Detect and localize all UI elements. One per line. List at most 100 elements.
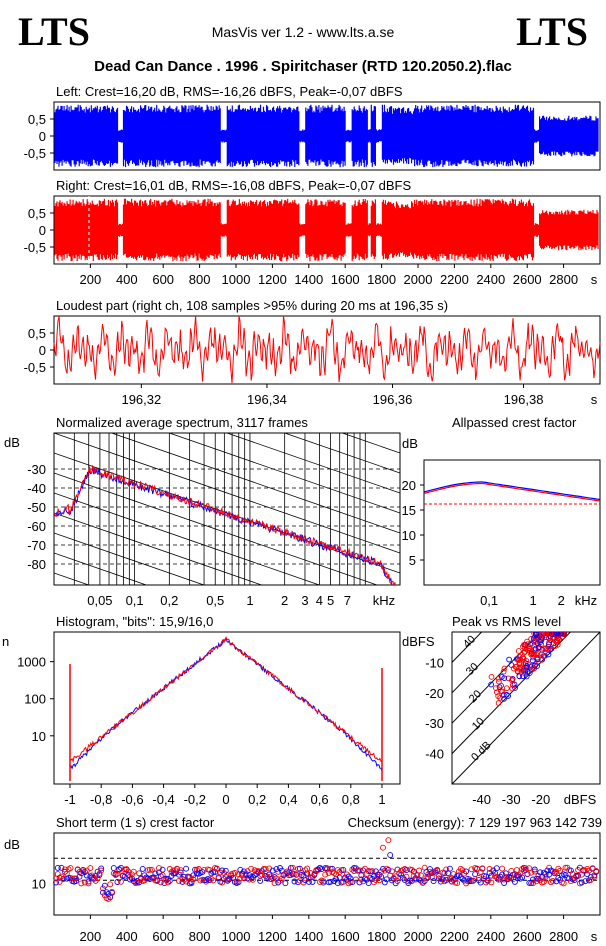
shortcrest-point (580, 867, 587, 874)
peakrms-ylabel: dBFS (402, 634, 435, 649)
shortcrest-point (156, 865, 162, 872)
peakrms-ytick-label: -30 (425, 716, 444, 731)
peakrms-diagonal (452, 632, 600, 784)
peakrms-point (496, 684, 503, 690)
shortcrest-point (101, 882, 108, 889)
peakrms-point (534, 654, 541, 661)
peakrms-diagonal (452, 632, 512, 694)
shortcrest-ylabel: dB (4, 837, 20, 852)
shortcrest-xtick-label: 2800 (549, 929, 578, 944)
shortcrest-point (575, 872, 582, 879)
peakrms-point (495, 700, 502, 706)
shortcrest-point (58, 864, 65, 871)
shortcrest-point (385, 866, 392, 873)
shortcrest-title: Short term (1 s) crest factor (56, 815, 215, 830)
shortcrest-point (53, 879, 59, 886)
shortcrest-point (98, 867, 105, 874)
shortcrest-point (381, 879, 388, 886)
spectrum-slope-line (283, 433, 400, 474)
shortcrest-point (201, 866, 208, 873)
shortcrest-point (334, 880, 341, 887)
shortcrest-point (165, 876, 171, 882)
spectrum-slope-line (54, 512, 263, 585)
shortcrest-point (376, 877, 383, 884)
spectrum-ytick-label: -60 (27, 519, 46, 534)
shortcrest-point (459, 867, 466, 874)
shortcrest-point (291, 878, 298, 885)
peakrms-ytick-label: -20 (425, 686, 444, 701)
peakrms-point (506, 656, 512, 663)
spectrum-slope-line (341, 433, 400, 454)
right-channel-xtick-label: 2600 (513, 272, 542, 287)
shortcrest-checksum: Checksum (energy): 7 129 197 963 142 739 (348, 815, 602, 830)
right-channel-xtick-label: 2200 (440, 272, 469, 287)
shortcrest-point (190, 876, 197, 883)
shortcrest-point (524, 870, 531, 877)
shortcrest-point (389, 868, 395, 875)
shortcrest-point (96, 870, 103, 877)
peakrms-point (537, 636, 544, 643)
spectrum-xtick-label: 0,5 (206, 593, 224, 608)
histogram-curve (69, 636, 383, 772)
shortcrest-xunit: s (591, 929, 598, 944)
allpassed-xtick-label: 2 (558, 593, 565, 608)
allpassed-xtick-label: 1 (530, 593, 537, 608)
shortcrest-point (390, 875, 397, 881)
peakrms-point (531, 632, 538, 637)
right-channel-ytick-label: -0,5 (24, 240, 46, 255)
right-channel-xunit: s (591, 272, 598, 287)
shortcrest-point (408, 867, 415, 873)
shortcrest-point (578, 879, 585, 886)
shortcrest-point (526, 879, 533, 886)
allpassed-frame (423, 459, 601, 586)
shortcrest-xtick-label: 2600 (513, 929, 542, 944)
shortcrest-point (109, 888, 115, 895)
peakrms-point (549, 632, 555, 637)
shortcrest-point (499, 865, 506, 872)
peakrms-point (546, 641, 552, 647)
shortcrest-point (425, 874, 432, 881)
peakrms-point (536, 644, 542, 650)
peakrms-point (493, 685, 499, 691)
shortcrest-point (340, 866, 347, 873)
shortcrest-point (495, 876, 502, 883)
shortcrest-point (269, 867, 276, 874)
loudest-xtick-label: 196,32 (121, 392, 161, 407)
shortcrest-point (383, 876, 390, 883)
shortcrest-point (502, 870, 509, 877)
allpassed-curve (423, 482, 601, 502)
shortcrest-point (259, 871, 265, 878)
shortcrest-point (249, 874, 256, 881)
histogram-ylabel: n (2, 634, 9, 649)
shortcrest-point (213, 865, 220, 872)
allpassed-ytick-label: 5 (409, 553, 416, 568)
shortcrest-point (139, 865, 146, 872)
shortcrest-point (417, 872, 424, 879)
peakrms-diagonal-label: 40 (461, 633, 478, 650)
spectrum-slope-line (54, 472, 379, 585)
shortcrest-point (260, 866, 267, 872)
right-channel-xtick-label: 1800 (367, 272, 396, 287)
logo-right: LTS (516, 9, 588, 54)
shortcrest-xtick-label: 1000 (222, 929, 251, 944)
histogram-frame (53, 631, 401, 785)
peakrms-point (542, 645, 549, 652)
shortcrest-point (231, 869, 238, 876)
histogram-xtick-label: 0,8 (342, 792, 360, 807)
shortcrest-point (327, 878, 334, 885)
peakrms-point (515, 648, 522, 654)
peakrms-point (549, 635, 556, 641)
histogram-xtick-label: -0,6 (121, 792, 143, 807)
shortcrest-point (177, 867, 184, 874)
shortcrest-point (166, 877, 173, 884)
peakrms-point (509, 685, 516, 692)
loudest-ytick-label: -0,5 (24, 360, 46, 375)
shortcrest-point (81, 879, 88, 886)
peakrms-point (516, 673, 523, 680)
shortcrest-point (508, 874, 515, 881)
shortcrest-point (72, 878, 79, 884)
shortcrest-point (553, 869, 560, 876)
spectrum-xtick-label: 5 (327, 593, 334, 608)
shortcrest-point (208, 875, 215, 882)
